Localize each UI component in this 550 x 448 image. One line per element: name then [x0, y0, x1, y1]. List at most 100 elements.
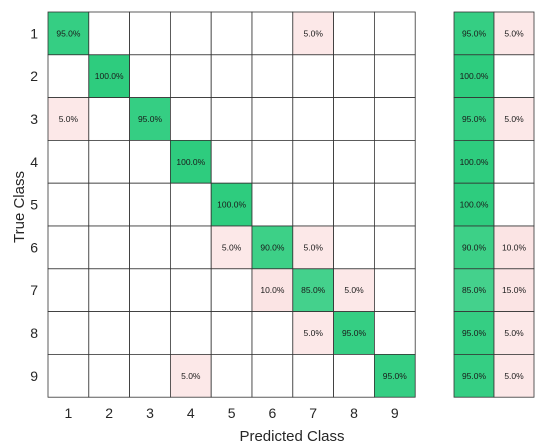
x-axis-label: Predicted Class: [239, 428, 344, 445]
matrix-cell-label: 95.0%: [342, 328, 367, 338]
matrix-cell: [333, 182, 375, 227]
matrix-cell: [129, 353, 171, 398]
summary-incorrect-label: 5.0%: [504, 371, 524, 381]
x-tick-label: 9: [391, 405, 399, 421]
summary-correct-cell: [453, 139, 495, 184]
matrix-cell: [333, 97, 375, 141]
matrix-cell: [292, 11, 334, 56]
matrix-cell: [292, 54, 334, 98]
x-tick-label: 5: [228, 405, 236, 421]
matrix-cell: [292, 353, 334, 398]
summary-incorrect-label: 15.0%: [502, 285, 527, 295]
matrix-cell: [210, 225, 253, 270]
matrix-cell: [333, 11, 375, 56]
summary-correct-label: 100.0%: [460, 157, 489, 167]
matrix-cell: [47, 268, 90, 312]
x-tick-label: 6: [269, 405, 277, 421]
matrix-cell: [47, 311, 90, 355]
summary-incorrect-cell: [493, 225, 535, 270]
summary-incorrect-label: 5.0%: [504, 114, 524, 124]
summary-correct-label: 85.0%: [462, 285, 487, 295]
matrix-cell: [210, 139, 253, 184]
matrix-cell: [88, 268, 131, 312]
summary-correct-cell: [453, 311, 495, 355]
matrix-cell-label: 100.0%: [176, 157, 205, 167]
summary-correct-label: 95.0%: [462, 28, 487, 38]
summary-correct-label: 95.0%: [462, 114, 487, 124]
summary-incorrect-label: 5.0%: [504, 28, 524, 38]
matrix-cell: [47, 11, 90, 56]
matrix-cell-label: 10.0%: [260, 285, 285, 295]
y-tick-label: 6: [30, 239, 38, 255]
matrix-cell: [47, 225, 90, 270]
matrix-cell: [88, 97, 131, 141]
matrix-cell-label: 5.0%: [181, 371, 201, 381]
row-summary-cells: 95.0% 5.0% 100.0% 95.0% 5.0% 100.0% 100.0% 90.0…: [453, 11, 535, 398]
matrix-cell: [373, 139, 416, 184]
matrix-cell: [88, 311, 131, 355]
summary-incorrect-cell: [493, 182, 535, 227]
summary-correct-label: 100.0%: [460, 200, 489, 210]
matrix-cell-label: 5.0%: [304, 28, 324, 38]
matrix-cell: [333, 353, 375, 398]
matrix-cell: [88, 353, 131, 398]
x-tick-label: 4: [187, 405, 195, 421]
matrix-cell: [169, 97, 212, 141]
matrix-cell: [210, 11, 253, 56]
matrix-cell: [129, 225, 171, 270]
matrix-cell-label: 5.0%: [222, 242, 242, 252]
matrix-cell-label: 95.0%: [138, 114, 163, 124]
matrix-cell: [210, 353, 253, 398]
matrix-cell: [251, 311, 294, 355]
matrix-cell: [373, 225, 416, 270]
summary-incorrect-cell: [493, 353, 535, 398]
matrix-cell: [129, 139, 171, 184]
matrix-cell: [169, 353, 212, 398]
y-tick-label: 9: [30, 368, 38, 384]
matrix-cell: [373, 97, 416, 141]
matrix-cell: [47, 54, 90, 98]
y-tick-label: 1: [30, 25, 38, 41]
y-axis-label: True Class: [11, 171, 28, 243]
matrix-cell: [373, 54, 416, 98]
matrix-cell: [88, 225, 131, 270]
matrix-cell: [210, 54, 253, 98]
matrix-cell: [169, 311, 212, 355]
summary-correct-cell: [453, 225, 495, 270]
matrix-cell: [47, 139, 90, 184]
matrix-cell: [373, 353, 416, 398]
summary-correct-label: 95.0%: [462, 371, 487, 381]
matrix-cell: [88, 139, 131, 184]
matrix-cell: [333, 225, 375, 270]
y-tick-label: 3: [30, 111, 38, 127]
matrix-cell: [373, 182, 416, 227]
matrix-cell-label: 5.0%: [304, 242, 324, 252]
matrix-cell: [292, 225, 334, 270]
summary-incorrect-cell: [493, 11, 535, 56]
x-tick-label: 7: [309, 405, 317, 421]
matrix-cell: [169, 139, 212, 184]
x-tick-label: 1: [65, 405, 73, 421]
matrix-cell: [169, 11, 212, 56]
matrix-cell-label: 5.0%: [59, 114, 79, 124]
matrix-cell: [129, 182, 171, 227]
matrix-cell: [210, 97, 253, 141]
matrix-cell-label: 95.0%: [56, 28, 81, 38]
summary-incorrect-cell: [493, 268, 535, 312]
matrix-cell: [169, 182, 212, 227]
matrix-cell-label: 100.0%: [217, 200, 246, 210]
summary-incorrect-cell: [493, 311, 535, 355]
matrix-cell: [373, 311, 416, 355]
matrix-cell: [210, 311, 253, 355]
matrix-cell: [210, 268, 253, 312]
matrix-cell: [373, 268, 416, 312]
matrix-cell: [88, 11, 131, 56]
matrix-cell: [88, 182, 131, 227]
matrix-cell: [129, 54, 171, 98]
matrix-cell: [169, 225, 212, 270]
matrix-cell: [251, 182, 294, 227]
summary-incorrect-cell: [493, 97, 535, 141]
matrix-cell: [129, 11, 171, 56]
matrix-cell: [292, 182, 334, 227]
